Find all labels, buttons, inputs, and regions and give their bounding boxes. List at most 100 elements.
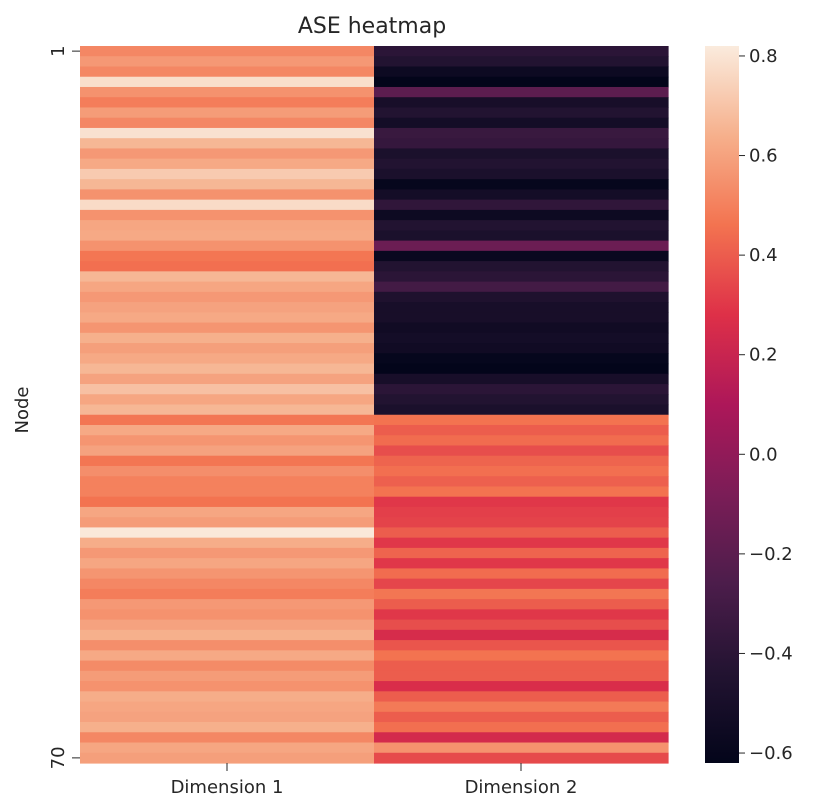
heatmap-cell <box>374 578 669 590</box>
heatmap-cell <box>80 107 375 119</box>
heatmap-cell <box>374 752 669 764</box>
heatmap-cell <box>374 588 669 600</box>
heatmap-cell <box>80 322 375 334</box>
heatmap-cell <box>80 711 375 723</box>
heatmap-cell <box>374 609 669 621</box>
heatmap-cell <box>80 660 375 672</box>
colorbar-tick-label: 0.8 <box>749 46 778 67</box>
heatmap-cell <box>374 312 669 324</box>
heatmap-cell <box>80 506 375 518</box>
heatmap-cell <box>374 476 669 488</box>
heatmap-cell <box>374 179 669 190</box>
heatmap-cells <box>80 46 669 764</box>
heatmap-cell <box>374 711 669 723</box>
colorbar-tick-label: −0.4 <box>749 643 793 664</box>
heatmap-cell <box>374 209 669 221</box>
heatmap-cell <box>374 537 669 549</box>
heatmap-cell <box>374 148 669 160</box>
heatmap-cell <box>374 496 669 508</box>
heatmap-cell <box>80 547 375 559</box>
heatmap-cell <box>374 66 669 78</box>
heatmap-cell <box>80 291 375 303</box>
heatmap-cell <box>80 394 375 406</box>
heatmap-cell <box>80 486 375 498</box>
heatmap-cell <box>374 97 669 109</box>
heatmap-cell <box>80 640 375 651</box>
heatmap-cell <box>80 281 375 293</box>
heatmap-cell <box>80 179 375 190</box>
heatmap-cell <box>80 209 375 221</box>
heatmap-cell <box>374 404 669 416</box>
colorbar-tick-label: −0.6 <box>749 743 793 764</box>
heatmap-cell <box>374 445 669 457</box>
heatmap-cell <box>374 281 669 293</box>
heatmap-cell <box>80 527 375 539</box>
heatmap-cell <box>80 138 375 150</box>
heatmap-cell <box>374 117 669 129</box>
heatmap-cell <box>374 558 669 569</box>
heatmap-cell <box>80 701 375 713</box>
heatmap-cell <box>80 588 375 600</box>
heatmap-cell <box>374 302 669 313</box>
heatmap-cell <box>80 752 375 764</box>
heatmap-cell <box>80 476 375 488</box>
heatmap-cell <box>80 250 375 262</box>
heatmap-cell <box>374 158 669 170</box>
heatmap-cell <box>374 261 669 272</box>
heatmap-cell <box>374 722 669 733</box>
heatmap-cell <box>374 681 669 692</box>
heatmap-cell <box>374 363 669 375</box>
colorbar-tick-label: 0.4 <box>749 245 778 266</box>
heatmap-cell <box>374 547 669 559</box>
heatmap-cell <box>80 619 375 631</box>
heatmap-cell <box>374 670 669 682</box>
heatmap-cell <box>80 240 375 252</box>
heatmap-cell <box>80 681 375 692</box>
heatmap-cell <box>374 189 669 201</box>
y-axis-label: Node <box>12 387 33 434</box>
heatmap-cell <box>80 148 375 160</box>
heatmap-cell <box>374 640 669 651</box>
heatmap-cell <box>374 86 669 98</box>
heatmap-cell <box>80 424 375 436</box>
heatmap-cell <box>80 517 375 529</box>
heatmap-cell <box>80 732 375 744</box>
heatmap-cell <box>80 384 375 395</box>
y-tick-label: 1 <box>48 45 69 56</box>
heatmap-cell <box>80 86 375 98</box>
chart-title: ASE heatmap <box>298 14 446 39</box>
heatmap-cell <box>80 435 375 447</box>
heatmap-cell <box>374 107 669 119</box>
heatmap-cell <box>80 568 375 580</box>
heatmap-cell <box>80 629 375 641</box>
heatmap-cell <box>80 670 375 682</box>
heatmap-cell <box>80 414 375 426</box>
heatmap-cell <box>374 322 669 334</box>
heatmap-cell <box>80 609 375 621</box>
heatmap-cell <box>80 332 375 344</box>
heatmap-cell <box>80 312 375 324</box>
y-axis-ticks: 1 70 <box>48 45 80 769</box>
heatmap-cell <box>374 660 669 672</box>
heatmap-cell <box>374 127 669 139</box>
heatmap-cell <box>80 66 375 78</box>
heatmap-cell <box>374 250 669 262</box>
heatmap-cell <box>80 97 375 109</box>
heatmap-cell <box>374 435 669 447</box>
heatmap-cell <box>374 517 669 529</box>
heatmap-cell <box>80 56 375 68</box>
heatmap-cell <box>80 158 375 170</box>
heatmap-cell <box>374 168 669 180</box>
heatmap-cell <box>374 291 669 303</box>
heatmap-cell <box>374 650 669 662</box>
heatmap-cell <box>80 343 375 354</box>
heatmap-cell <box>374 568 669 580</box>
heatmap-cell <box>80 404 375 416</box>
colorbar-tick-label: 0.0 <box>749 444 778 465</box>
heatmap-cell <box>374 353 669 365</box>
colorbar <box>705 46 739 763</box>
heatmap-cell <box>80 46 375 57</box>
colorbar-tick-label: 0.2 <box>749 345 778 366</box>
heatmap-cell <box>374 455 669 467</box>
